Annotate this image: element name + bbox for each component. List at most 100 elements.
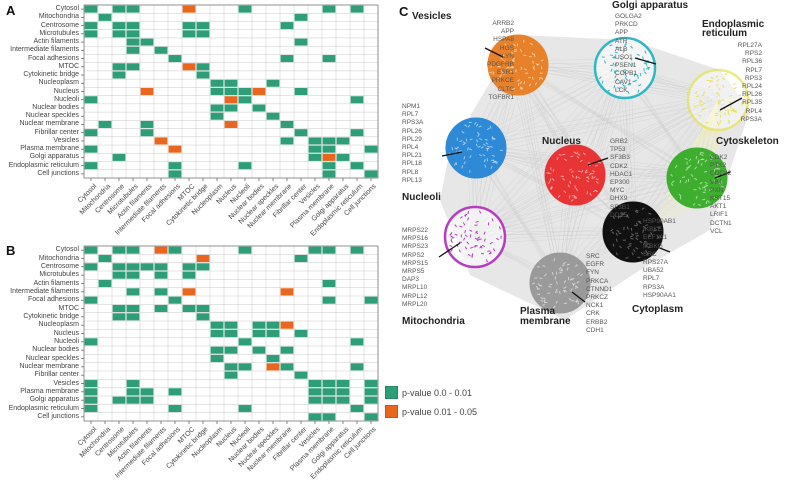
gene-label: PRKCE <box>491 77 514 85</box>
gene-label: SF3B3 <box>610 154 630 162</box>
cluster-texture <box>612 62 615 66</box>
gene-label: RPL18 <box>402 160 422 168</box>
cluster-texture <box>638 84 642 87</box>
cluster-texture <box>610 68 613 72</box>
cluster-texture <box>483 231 486 235</box>
heatmap-cell <box>84 396 98 404</box>
gene-label: PSEN1 <box>615 62 637 70</box>
gene-label: CDK2 <box>610 162 628 170</box>
heatmap-cell <box>364 413 378 421</box>
network-edge <box>628 95 710 224</box>
heatmap-cell <box>322 379 336 388</box>
gene-label: NPM1 <box>402 103 421 110</box>
cluster-texture <box>513 48 518 51</box>
heatmap-cell <box>154 304 168 313</box>
heatmap-cell <box>322 279 336 288</box>
panel-label-c: C <box>399 4 409 19</box>
cluster-texture <box>628 245 632 247</box>
cluster-er <box>686 68 750 132</box>
cluster-texture <box>570 288 573 292</box>
network-edge <box>475 99 722 152</box>
cluster-texture <box>716 79 720 82</box>
cluster-texture <box>498 226 501 230</box>
gene-label: RPS3A <box>402 119 424 127</box>
cluster-texture <box>576 280 580 284</box>
heatmap-cell <box>266 112 280 120</box>
heatmap-cell <box>294 129 308 137</box>
cluster-texture <box>533 53 536 58</box>
cluster-texture <box>743 100 746 104</box>
cluster-texture <box>630 57 633 61</box>
cluster-texture <box>637 89 640 93</box>
gene-label: PRKCD <box>615 21 638 29</box>
cluster-texture <box>704 181 708 185</box>
gene-label: CDK2 <box>710 154 728 161</box>
cluster-texture <box>572 282 576 286</box>
cluster-texture <box>639 240 643 244</box>
heatmap-cell <box>280 22 294 30</box>
legend-label-strong: p-value 0.0 - 0.01 <box>402 387 473 398</box>
row-label: Endoplasmic reticulum <box>8 161 79 169</box>
cluster-mitochondria <box>438 205 507 269</box>
cluster-texture <box>532 60 534 64</box>
cluster-texture <box>631 62 634 66</box>
heatmap-cell <box>126 304 140 313</box>
gene-label: MRPS5 <box>402 268 425 276</box>
heatmap-cell <box>266 79 280 87</box>
cluster-texture <box>536 63 540 66</box>
network-edge <box>470 63 617 229</box>
cluster-texture <box>483 159 486 163</box>
heatmap-cell <box>238 87 252 96</box>
gene-label: SRC <box>586 253 600 260</box>
gene-label: NCK1 <box>586 302 604 310</box>
heatmap-cell <box>210 329 224 338</box>
cluster-texture <box>698 186 702 190</box>
cluster-texture <box>724 73 728 76</box>
cluster-texture <box>500 57 504 61</box>
cluster-texture <box>475 139 479 143</box>
gene-label: CLTC <box>497 85 515 93</box>
cluster-texture <box>635 210 639 214</box>
row-label: Nucleus <box>53 87 79 95</box>
heatmap-cell <box>112 263 126 271</box>
cluster-texture <box>475 123 479 127</box>
heatmap-cell <box>84 404 98 413</box>
gene-label: RPL13 <box>402 176 422 184</box>
gene-label: RPL4 <box>402 144 419 152</box>
gene-label: HSP90AB1 <box>643 218 676 225</box>
cluster-texture <box>453 162 457 166</box>
cluster-texture <box>467 124 471 128</box>
heatmap-cell <box>350 162 364 170</box>
row-label: Cytosol <box>55 246 79 254</box>
gene-label: SRC <box>643 250 657 258</box>
network-edge <box>511 64 698 173</box>
cluster-texture <box>473 121 477 125</box>
heatmap-cell <box>238 96 252 104</box>
heatmap-cell <box>266 363 280 371</box>
cluster-cytoplasm <box>602 201 671 263</box>
cluster-texture <box>699 151 702 155</box>
cluster-node-vesicles <box>487 34 549 96</box>
cluster-texture <box>579 159 583 163</box>
row-label: Cell junctions <box>37 412 79 420</box>
cluster-texture <box>718 99 722 103</box>
cluster-label-vesicles: Vesicles <box>412 11 452 22</box>
legend-item-weak: p-value 0.01 - 0.05 <box>385 405 477 418</box>
cluster-texture <box>707 85 711 89</box>
cluster-texture <box>486 127 490 131</box>
cluster-texture <box>461 131 465 134</box>
cluster-texture <box>635 246 639 250</box>
heatmap-cell <box>364 170 378 178</box>
network-edge <box>471 95 719 149</box>
heatmap-cell <box>140 263 154 271</box>
cluster-texture <box>670 173 673 177</box>
heatmap-cell <box>84 338 98 346</box>
cluster-texture <box>504 43 508 47</box>
cluster-texture <box>464 213 467 217</box>
gene-label: RPL27A <box>737 42 762 49</box>
cluster-texture <box>469 155 472 159</box>
cluster-texture <box>644 241 648 243</box>
cluster-texture <box>626 215 630 219</box>
cluster-label-golgi: Golgi apparatus <box>612 0 689 11</box>
